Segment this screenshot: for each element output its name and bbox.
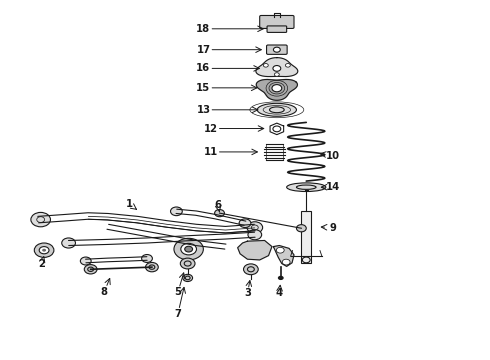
Circle shape (296, 225, 306, 232)
Text: 10: 10 (326, 150, 340, 161)
Text: 5: 5 (174, 287, 181, 297)
Circle shape (31, 212, 50, 227)
Circle shape (181, 243, 196, 255)
Circle shape (274, 73, 279, 76)
Text: 13: 13 (196, 105, 210, 115)
Text: 3: 3 (244, 288, 251, 298)
Circle shape (185, 246, 193, 252)
Circle shape (142, 255, 152, 262)
Ellipse shape (287, 183, 326, 192)
Circle shape (276, 247, 284, 253)
Circle shape (282, 259, 290, 265)
Circle shape (180, 258, 195, 269)
FancyBboxPatch shape (260, 15, 294, 28)
FancyBboxPatch shape (267, 26, 287, 32)
Circle shape (247, 222, 263, 233)
Circle shape (80, 257, 91, 265)
Text: 2: 2 (38, 258, 45, 269)
Text: 12: 12 (204, 123, 218, 134)
Circle shape (39, 247, 49, 254)
Polygon shape (256, 58, 298, 77)
Text: 1: 1 (126, 199, 133, 210)
Text: 11: 11 (203, 147, 218, 157)
Circle shape (286, 63, 291, 67)
Circle shape (34, 243, 54, 257)
Circle shape (263, 63, 268, 67)
Text: 6: 6 (215, 200, 221, 210)
Circle shape (171, 207, 182, 216)
Circle shape (278, 276, 284, 280)
Text: 15: 15 (196, 83, 210, 93)
Circle shape (62, 238, 75, 248)
Circle shape (215, 210, 224, 217)
Circle shape (174, 238, 203, 260)
Text: 16: 16 (196, 63, 210, 73)
Circle shape (273, 66, 281, 71)
Polygon shape (238, 240, 272, 260)
Text: 14: 14 (326, 182, 341, 192)
Circle shape (84, 265, 97, 274)
FancyBboxPatch shape (301, 211, 311, 263)
Text: 9: 9 (330, 222, 337, 233)
Text: 4: 4 (276, 288, 283, 298)
Circle shape (239, 219, 251, 228)
Text: 7: 7 (174, 309, 181, 319)
Text: 17: 17 (196, 45, 210, 55)
Circle shape (248, 230, 262, 240)
Ellipse shape (257, 103, 296, 116)
Text: 8: 8 (101, 287, 108, 297)
Polygon shape (256, 80, 297, 100)
Circle shape (183, 274, 193, 282)
Circle shape (42, 249, 46, 252)
Polygon shape (273, 246, 294, 266)
Circle shape (146, 262, 158, 272)
FancyBboxPatch shape (267, 45, 287, 54)
Text: 18: 18 (196, 24, 210, 34)
Circle shape (272, 85, 282, 92)
Circle shape (244, 264, 258, 275)
Circle shape (273, 47, 280, 52)
